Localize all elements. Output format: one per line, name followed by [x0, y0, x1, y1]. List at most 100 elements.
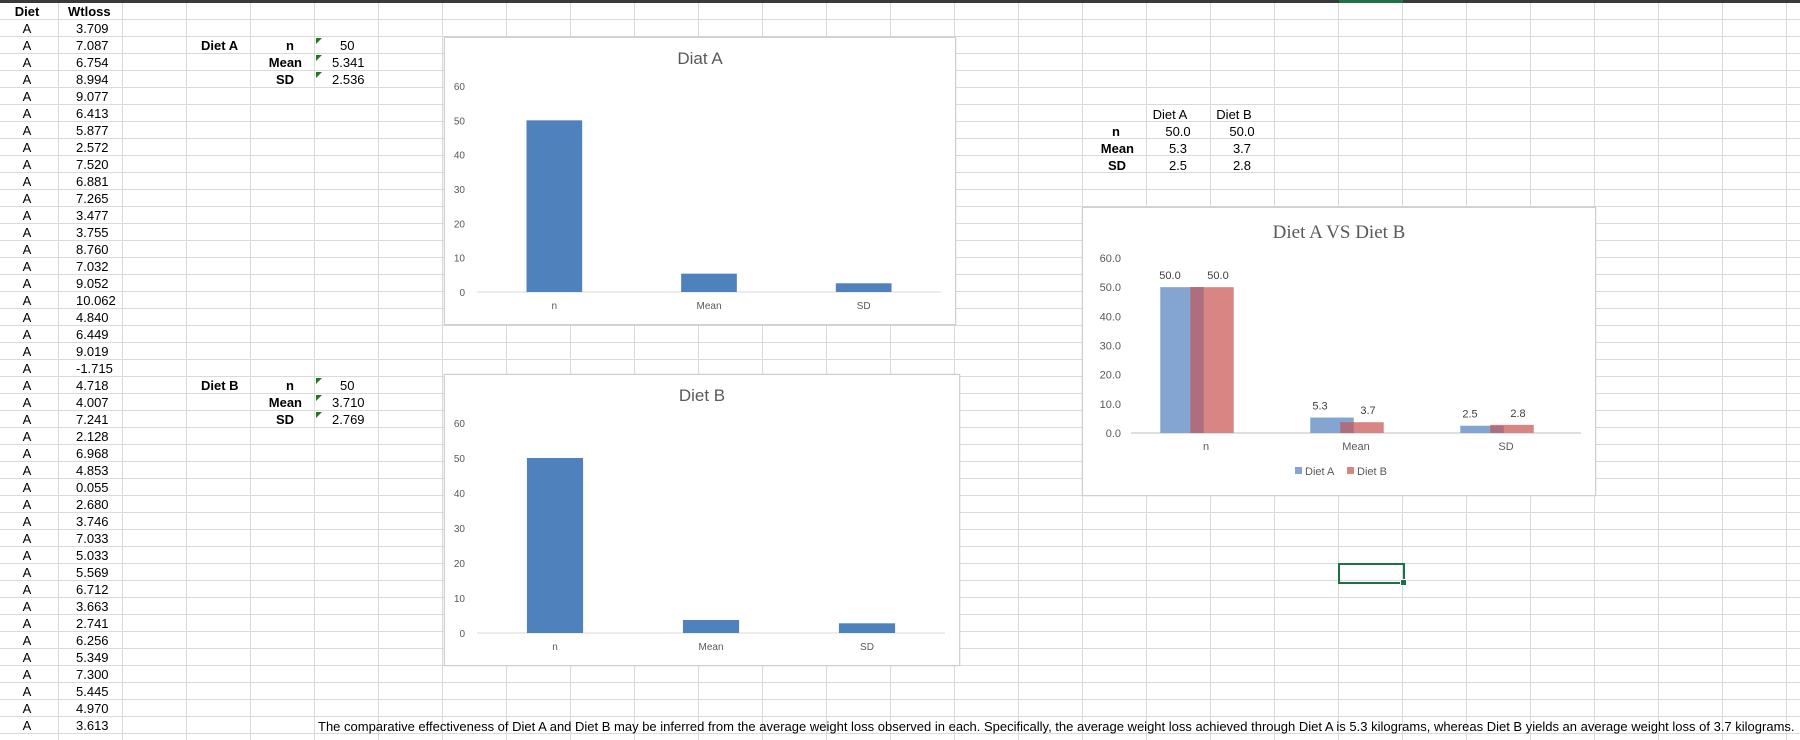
cell-diet[interactable]: A [22, 327, 32, 342]
stats-a-sd-value[interactable]: 2.536 [332, 72, 365, 87]
cell-wtloss[interactable]: 7.300 [76, 667, 109, 682]
cell-diet[interactable]: A [22, 395, 32, 410]
stats-a-mean-value[interactable]: 5.341 [332, 55, 365, 70]
cell-wtloss[interactable]: 5.445 [76, 684, 109, 699]
chart-diet-a[interactable]: Diat A 0 10 20 30 40 50 60 n Mean SD [444, 37, 956, 325]
cell-wtloss[interactable]: 6.256 [76, 633, 109, 648]
summary-row-sd-label[interactable]: SD [1107, 158, 1126, 173]
fill-handle[interactable] [1400, 579, 1407, 586]
cell-wtloss[interactable]: 7.241 [76, 412, 109, 427]
cell-wtloss[interactable]: 2.680 [76, 497, 109, 512]
cell-diet[interactable]: A [22, 497, 32, 512]
stats-b-n-value[interactable]: 50 [340, 378, 355, 393]
cell-diet[interactable]: A [22, 310, 32, 325]
cell-diet[interactable]: A [22, 242, 32, 257]
cell-diet[interactable]: A [22, 599, 32, 614]
cell-diet[interactable]: A [22, 38, 32, 53]
cell-diet[interactable]: A [22, 650, 32, 665]
cell-diet[interactable]: A [22, 72, 32, 87]
cell-wtloss[interactable]: 2.572 [76, 140, 109, 155]
stats-b-sd-value[interactable]: 2.769 [332, 412, 365, 427]
active-cell-selection[interactable] [1338, 563, 1407, 586]
cell-diet[interactable]: A [22, 446, 32, 461]
cell-diet[interactable]: A [22, 225, 32, 240]
summary-row-mean-label[interactable]: Mean [1100, 141, 1134, 156]
cell-diet[interactable]: A [22, 106, 32, 121]
cell-wtloss[interactable]: 4.007 [76, 395, 109, 410]
cell-wtloss[interactable]: 6.413 [76, 106, 109, 121]
cell-diet[interactable]: A [22, 293, 32, 308]
cell-wtloss[interactable]: 7.032 [76, 259, 109, 274]
stats-b-mean-value[interactable]: 3.710 [332, 395, 365, 410]
summary-row-n-b[interactable]: 50.0 [1229, 124, 1255, 139]
cell-diet[interactable]: A [22, 55, 32, 70]
cell-diet[interactable]: A [22, 684, 32, 699]
cell-wtloss[interactable]: 8.760 [76, 242, 109, 257]
cell-wtloss[interactable]: 3.746 [76, 514, 109, 529]
cell-diet[interactable]: A [22, 463, 32, 478]
stats-a-n-label[interactable]: n [286, 38, 294, 53]
stats-b-sd-label[interactable]: SD [275, 412, 294, 427]
cell-diet[interactable]: A [22, 531, 32, 546]
cell-diet[interactable]: A [22, 89, 32, 104]
cell-diet[interactable]: A [22, 208, 32, 223]
cell-wtloss[interactable]: 6.754 [76, 55, 109, 70]
cell-wtloss[interactable]: 4.718 [76, 378, 109, 393]
cell-diet[interactable]: A [22, 582, 32, 597]
stats-b-n-label[interactable]: n [286, 378, 294, 393]
cell-diet[interactable]: A [22, 123, 32, 138]
cell-diet[interactable]: A [22, 378, 32, 393]
cell-wtloss[interactable]: 0.055 [76, 480, 109, 495]
cell-wtloss[interactable]: 6.449 [76, 327, 109, 342]
cell-diet[interactable]: A [22, 412, 32, 427]
cell-diet[interactable]: A [22, 191, 32, 206]
cell-wtloss[interactable]: 4.840 [76, 310, 109, 325]
cell-wtloss[interactable]: 3.663 [76, 599, 109, 614]
stats-a-mean-label[interactable]: Mean [268, 55, 302, 70]
header-wtloss[interactable]: Wtloss [68, 4, 111, 19]
cell-diet[interactable]: A [22, 616, 32, 631]
cell-diet[interactable]: A [22, 514, 32, 529]
cell-diet[interactable]: A [22, 667, 32, 682]
cell-wtloss[interactable]: 2.741 [76, 616, 109, 631]
cell-wtloss[interactable]: 7.520 [76, 157, 109, 172]
cell-wtloss[interactable]: 7.087 [76, 38, 109, 53]
cell-wtloss[interactable]: 6.881 [76, 174, 109, 189]
cell-wtloss[interactable]: -1.715 [76, 361, 113, 376]
cell-diet[interactable]: A [22, 548, 32, 563]
summary-row-mean-a[interactable]: 5.3 [1168, 141, 1188, 156]
cell-wtloss[interactable]: 6.712 [76, 582, 109, 597]
cell-diet[interactable]: A [22, 344, 32, 359]
stats-a-n-value[interactable]: 50 [340, 38, 355, 53]
summary-row-mean-b[interactable]: 3.7 [1232, 141, 1252, 156]
cell-diet[interactable]: A [22, 174, 32, 189]
cell-wtloss[interactable]: 3.477 [76, 208, 109, 223]
cell-diet[interactable]: A [22, 21, 32, 36]
stats-b-label[interactable]: Diet B [201, 378, 239, 393]
cell-wtloss[interactable]: 4.853 [76, 463, 109, 478]
cell-wtloss[interactable]: 9.077 [76, 89, 109, 104]
cell-diet[interactable]: A [22, 480, 32, 495]
cell-wtloss[interactable]: 3.613 [76, 718, 109, 733]
cell-diet[interactable]: A [22, 157, 32, 172]
cell-wtloss[interactable]: 5.877 [76, 123, 109, 138]
cell-diet[interactable]: A [22, 361, 32, 376]
conclusion-text[interactable]: The comparative effectiveness of Diet A … [318, 719, 1795, 734]
cell-wtloss[interactable]: 3.755 [76, 225, 109, 240]
cell-wtloss[interactable]: 9.052 [76, 276, 109, 291]
cell-diet[interactable]: A [22, 633, 32, 648]
chart-diet-comparison[interactable]: Diet A VS Diet B 0.0 10.0 20.0 30.0 40.0 50.0 6… [1082, 207, 1596, 496]
stats-a-sd-label[interactable]: SD [275, 72, 294, 87]
chart-diet-b[interactable]: Diet B 0 10 20 30 40 50 60 n Mean SD [444, 374, 960, 666]
cell-wtloss[interactable]: 5.033 [76, 548, 109, 563]
cell-wtloss[interactable]: 6.968 [76, 446, 109, 461]
cell-wtloss[interactable]: 7.265 [76, 191, 109, 206]
cell-wtloss[interactable]: 10.062 [76, 293, 116, 308]
cell-diet[interactable]: A [22, 140, 32, 155]
cell-wtloss[interactable]: 5.349 [76, 650, 109, 665]
cell-wtloss[interactable]: 5.569 [76, 565, 109, 580]
cell-wtloss[interactable]: 2.128 [76, 429, 109, 444]
header-diet[interactable]: Diet [14, 4, 40, 19]
cell-diet[interactable]: A [22, 259, 32, 274]
summary-row-sd-a[interactable]: 2.5 [1168, 158, 1188, 173]
